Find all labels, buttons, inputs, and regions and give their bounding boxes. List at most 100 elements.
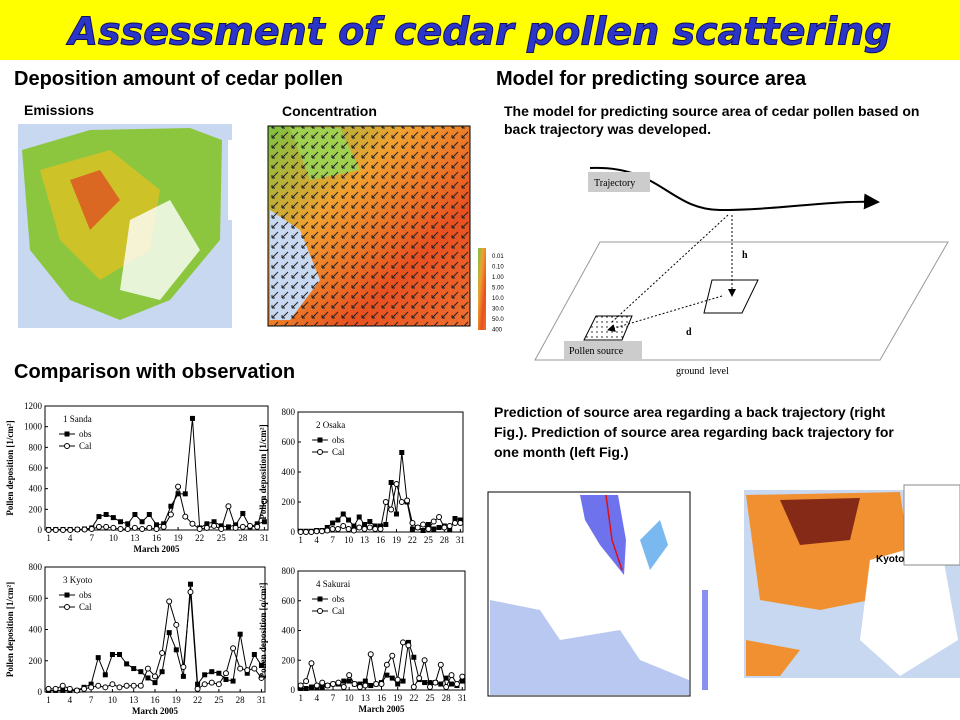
y-axis-label: Pollen deposition [1/cm²] [5,582,15,677]
obs-marker [409,526,415,532]
y-tick-label: 400 [282,626,296,636]
cal-marker [131,524,138,531]
cal-marker [215,681,222,688]
x-tick-label: 31 [458,693,467,703]
cal-marker [73,687,80,694]
colorbar-label: 10.0 [492,296,504,302]
cal-marker [182,513,189,520]
obs-marker [261,519,267,525]
cal-marker [389,652,396,659]
cal-marker [426,684,433,691]
legend-label: Cal [332,606,345,616]
cal-marker [383,661,390,668]
label-box [564,341,642,359]
cal-marker [420,521,427,528]
cal-marker [432,679,439,686]
cal-marker [146,524,153,531]
obs-marker [168,503,174,509]
y-tick-label: 800 [282,566,296,576]
description-box: The model for predicting source area of … [504,103,919,137]
obs-marker [346,678,352,684]
cal-marker [208,679,215,686]
x-tick-label: 31 [260,533,269,543]
obs-marker [109,652,115,657]
lake [640,520,668,570]
chart-title: 2 Osaka [316,420,345,430]
obs-marker [132,512,138,517]
cal-marker [351,681,358,688]
legend-marker [64,443,70,449]
obs-marker [180,673,186,679]
legend-marker [64,604,70,610]
obs-marker [145,675,151,681]
colorbar-label: 0.10 [492,265,504,271]
obs-marker [125,521,131,527]
cal-marker [308,660,315,667]
potential-map: Kyoto [744,484,960,678]
obs-marker [225,524,231,530]
cal-marker [81,685,88,692]
x-tick-label: 4 [68,695,73,705]
obs-marker [400,678,406,684]
cal-marker [340,523,347,529]
y-axis-label: Pollen deposition [1/cm²] [5,420,15,515]
cal-marker [319,679,326,686]
x-tick-label: 22 [195,533,204,543]
source-area [580,495,626,575]
cal-marker [335,679,342,686]
x-tick-label: 1 [298,535,303,545]
obs-marker [124,661,130,667]
cal-marker [225,503,232,510]
cal-marker [196,525,203,532]
cal-marker [167,511,174,518]
cal-marker [123,682,130,689]
cal-marker [457,520,464,526]
obs-marker [223,677,229,682]
obs-marker [422,680,428,686]
cal-marker [137,682,144,689]
x-axis-label: March 2005 [133,544,180,554]
x-tick-label: 22 [193,695,202,705]
y-tick-label: 1200 [24,401,43,411]
y-tick-label: 800 [282,407,296,417]
x-tick-label: 7 [330,535,335,545]
plot-frame [44,566,266,693]
diagram: Trajectory h d Pollen source ground leve… [534,166,949,377]
obs-marker [154,522,159,528]
cal-marker [130,682,137,689]
colorbar [478,248,486,330]
cal-marker [232,524,239,531]
obs-marker [340,511,346,517]
x-tick-label: 28 [236,695,246,705]
cal-marker [211,522,218,529]
colorbar-label: 0.01 [492,254,504,260]
section-heading: Comparison with observation [14,361,295,383]
cal-marker [81,526,88,533]
cal-marker [382,499,389,505]
x-tick-label: 25 [424,535,434,545]
cal-marker [453,681,460,688]
x-axis-label: March 2005 [358,704,405,714]
ground-plane [534,241,949,361]
diagram-label: h [742,250,748,261]
x-tick-label: 7 [89,695,94,705]
x-tick-label: 28 [442,693,452,703]
obs-marker [368,683,374,689]
cal-marker [222,670,229,677]
legend-label: Cal [79,441,92,451]
obs-marker [319,684,325,690]
cal-marker [448,672,455,679]
cal-marker [405,642,412,649]
obs-marker [459,678,465,684]
x-tick-label: 7 [90,533,95,543]
obs-marker [431,526,437,532]
cal-marker [443,684,450,691]
x-tick-label: 16 [376,535,386,545]
cal-marker [175,483,182,490]
cal-marker [261,498,268,505]
obs-marker [443,675,449,681]
cal-marker [244,667,251,674]
cal-marker [329,526,336,532]
y-tick-label: 400 [29,625,43,635]
cal-marker [421,657,428,664]
